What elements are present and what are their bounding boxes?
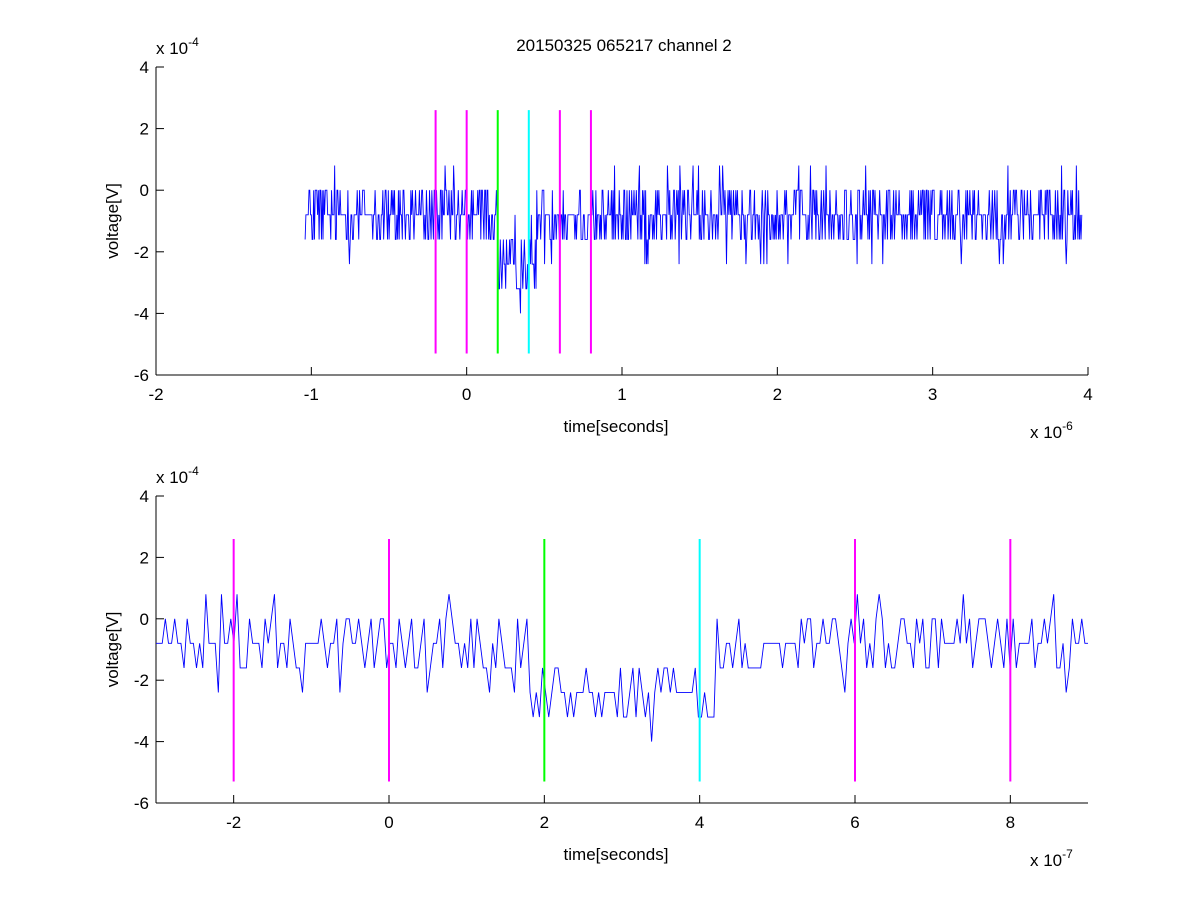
y-tick-label: -6 <box>134 366 149 385</box>
y-tick-label: 2 <box>140 548 149 567</box>
y-tick-label: 4 <box>140 487 149 506</box>
x-exponent-base: x 10 <box>1030 851 1062 870</box>
x-tick-label: -2 <box>226 813 241 832</box>
y-exponent-label: x 10-4 <box>156 464 199 487</box>
x-tick-label: 8 <box>1006 813 1015 832</box>
y-exponent-power: -4 <box>188 464 199 478</box>
x-exponent-label: x 10-7 <box>1030 847 1073 870</box>
signal-trace <box>304 165 1083 314</box>
x-tick-label: 1 <box>617 385 626 404</box>
y-tick-label: 2 <box>140 120 149 139</box>
x-tick-label: 4 <box>1083 385 1092 404</box>
x-tick-label: 6 <box>850 813 859 832</box>
x-axis-label: time[seconds] <box>564 845 669 864</box>
y-tick-label: 0 <box>140 610 149 629</box>
x-tick-label: 4 <box>695 813 704 832</box>
x-exponent-label: x 10-6 <box>1030 419 1073 442</box>
y-exponent-power: -4 <box>188 35 199 49</box>
top-plot-panel: -2 -1 0 1 2 3 4 -6 -4 -2 0 2 4 time[seconds] voltage[V… <box>103 35 1093 442</box>
x-tick-label: -2 <box>148 385 163 404</box>
y-exponent-label: x 10-4 <box>156 35 199 58</box>
y-tick-label: -6 <box>134 794 149 813</box>
y-tick-label: 4 <box>140 58 149 77</box>
y-tick-label: -2 <box>134 243 149 262</box>
y-tick-label: -4 <box>134 304 149 323</box>
y-exponent-base: x 10 <box>156 468 188 487</box>
x-tick-label: 0 <box>462 385 471 404</box>
x-tick-label: 0 <box>384 813 393 832</box>
y-tick-label: -4 <box>134 733 149 752</box>
x-exponent-base: x 10 <box>1030 423 1062 442</box>
x-exponent-power: -6 <box>1062 419 1073 433</box>
y-axis-label: voltage[V] <box>103 183 122 259</box>
signal-trace <box>156 594 1088 742</box>
figure-title: 20150325 065217 channel 2 <box>516 36 732 55</box>
x-tick-label: 2 <box>773 385 782 404</box>
y-tick-label: 0 <box>140 181 149 200</box>
x-tick-label: 3 <box>928 385 937 404</box>
y-tick-label: -2 <box>134 671 149 690</box>
x-tick-label: -1 <box>304 385 319 404</box>
x-tick-label: 2 <box>540 813 549 832</box>
bottom-plot-panel: -2 0 2 4 6 8 -6 -4 -2 0 2 4 time[seconds] voltage[V] x… <box>103 464 1088 870</box>
y-axis-label: voltage[V] <box>103 612 122 688</box>
y-exponent-base: x 10 <box>156 39 188 58</box>
x-exponent-power: -7 <box>1062 847 1073 861</box>
x-axis-label: time[seconds] <box>564 417 669 436</box>
